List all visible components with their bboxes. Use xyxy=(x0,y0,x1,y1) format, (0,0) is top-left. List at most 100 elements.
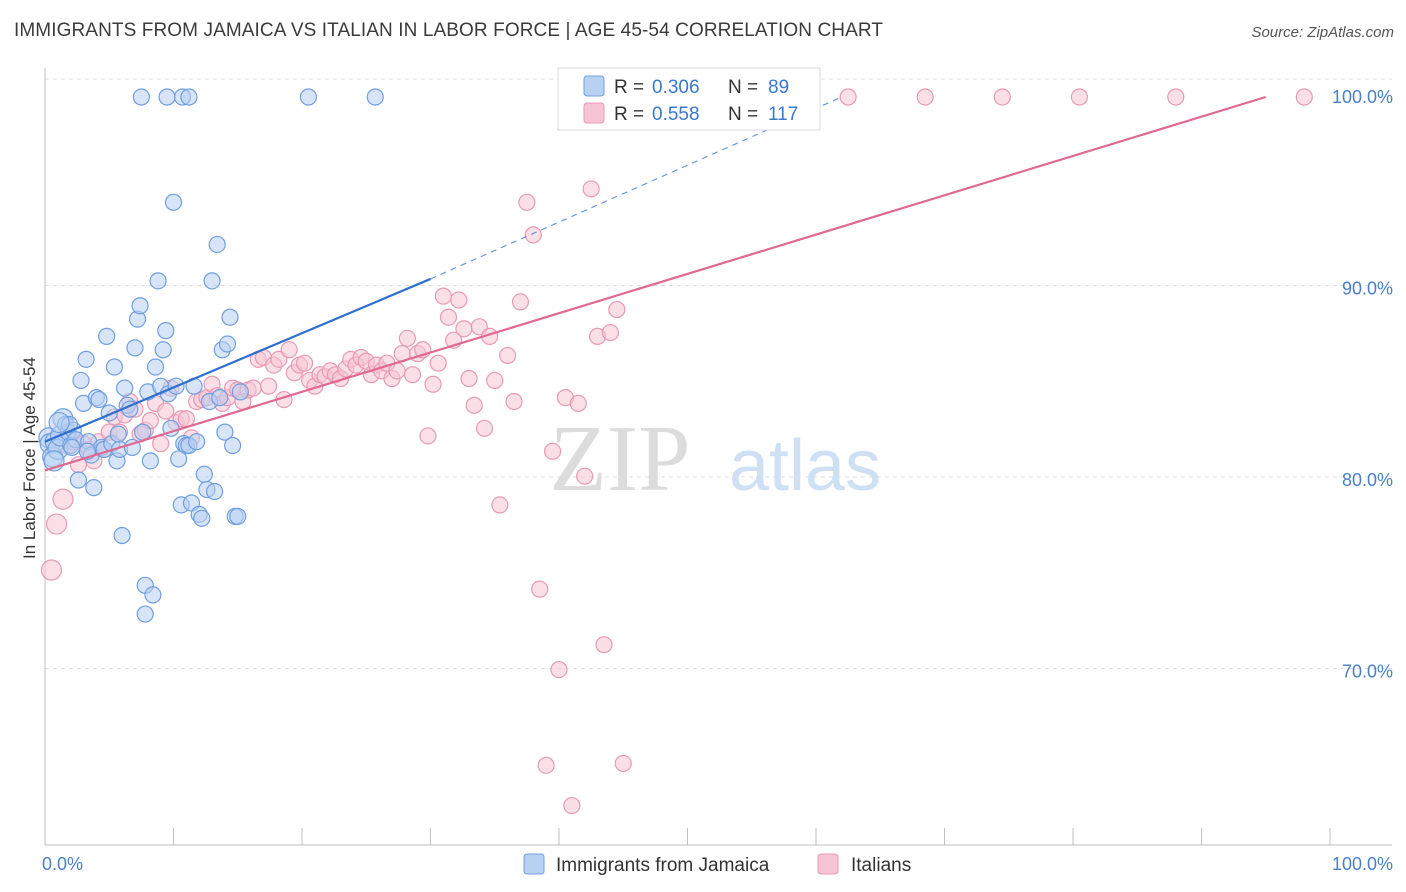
jamaica-point xyxy=(216,423,234,441)
jamaica-point xyxy=(170,450,188,468)
italians-point xyxy=(511,293,530,311)
italians-point xyxy=(916,88,934,106)
legend-r-label-2: R = xyxy=(614,104,644,125)
italians-point xyxy=(429,354,447,372)
jamaica-point xyxy=(188,433,206,451)
jamaica-point xyxy=(221,308,239,326)
watermark-zip: ZIP xyxy=(550,407,691,511)
bottom-legend-blue-swatch xyxy=(523,853,545,875)
y-tick-label: 100.0% xyxy=(1332,87,1393,107)
jamaica-point xyxy=(149,272,167,290)
jamaica-trend-line xyxy=(44,277,431,443)
italians-point xyxy=(157,402,175,420)
italians-point xyxy=(582,180,600,198)
bottom-legend-jamaica: Immigrants from Jamaica xyxy=(556,855,770,876)
jamaica-point xyxy=(206,482,224,501)
italians-point xyxy=(569,394,587,412)
jamaica-point xyxy=(224,436,242,455)
italians-point xyxy=(1295,88,1313,106)
jamaica-point xyxy=(126,339,144,357)
x-tick-label-min: 0.0% xyxy=(42,854,83,874)
italians-point xyxy=(595,636,613,654)
italians-point xyxy=(475,419,494,437)
italians-point xyxy=(550,660,568,679)
italians-point xyxy=(45,513,68,535)
italians-point xyxy=(398,329,416,347)
legend-r-label-1: R = xyxy=(614,77,644,98)
italians-point xyxy=(524,226,542,244)
source-label: Source: ZipAtlas.com xyxy=(1251,24,1394,41)
legend-n-value-1: 89 xyxy=(768,77,789,98)
italians-point xyxy=(1167,88,1185,106)
italians-point xyxy=(491,496,509,514)
jamaica-point xyxy=(69,471,88,489)
legend-n-value-2: 117 xyxy=(768,104,798,125)
italians-point xyxy=(993,88,1011,106)
jamaica-point xyxy=(366,88,384,106)
bottom-legend-italians: Italians xyxy=(851,855,911,876)
italians-point xyxy=(576,467,594,485)
italians-point xyxy=(52,488,74,510)
jamaica-point xyxy=(90,390,108,409)
gridlines xyxy=(45,78,1392,669)
jamaica-point xyxy=(113,526,131,545)
jamaica-point xyxy=(131,297,149,315)
bottom-legend: Immigrants from Jamaica Italians xyxy=(523,853,911,876)
italians-point xyxy=(839,88,857,106)
italians-point xyxy=(608,300,626,319)
jamaica-point xyxy=(144,586,162,604)
jamaica-point xyxy=(208,235,226,254)
jamaica-point xyxy=(157,322,175,340)
jamaica-point xyxy=(195,465,213,483)
italians-point xyxy=(295,354,314,372)
x-tick-label-max: 100.0% xyxy=(1332,854,1393,874)
y-tick-label: 90.0% xyxy=(1342,279,1393,299)
legend-r-value-2: 0.558 xyxy=(652,104,700,125)
italians-point xyxy=(614,754,632,773)
italians-point xyxy=(601,323,620,342)
jamaica-point xyxy=(63,438,81,457)
italians-point xyxy=(419,427,437,445)
legend-r-value-1: 0.306 xyxy=(652,77,700,98)
italians-point xyxy=(259,377,278,395)
jamaica-point xyxy=(109,425,127,443)
jamaica-point xyxy=(299,88,318,106)
tick-labels: 70.0% 80.0% 90.0% 100.0% 0.0% 100.0% xyxy=(42,87,1393,874)
italians-point xyxy=(460,369,478,388)
jamaica-points xyxy=(38,88,384,623)
jamaica-point xyxy=(229,507,247,525)
jamaica-point xyxy=(98,327,116,345)
chart-title: IMMIGRANTS FROM JAMAICA VS ITALIAN IN LA… xyxy=(14,20,884,41)
italians-point xyxy=(486,371,504,390)
jamaica-point xyxy=(158,88,176,106)
italians-point xyxy=(531,580,549,598)
italians-point xyxy=(518,193,536,211)
watermark-atlas: atlas xyxy=(729,426,881,506)
italians-trend-line xyxy=(44,95,1267,472)
italians-point xyxy=(40,559,63,581)
jamaica-point xyxy=(48,411,70,434)
italians-point xyxy=(465,396,483,414)
italians-point xyxy=(1070,88,1089,106)
italians-point xyxy=(177,410,195,428)
italians-point xyxy=(424,375,442,393)
jamaica-point xyxy=(132,88,150,106)
jamaica-point xyxy=(146,358,165,376)
italians-point xyxy=(434,287,452,305)
jamaica-point xyxy=(105,358,123,376)
legend-blue-swatch xyxy=(583,75,605,97)
jamaica-point xyxy=(141,452,159,470)
jamaica-point xyxy=(72,371,90,390)
jamaica-point xyxy=(180,88,198,106)
jamaica-point xyxy=(116,379,134,397)
jamaica-point xyxy=(193,509,211,527)
italians-point xyxy=(280,341,298,359)
axes xyxy=(44,68,1392,846)
italians-point xyxy=(403,366,422,384)
italians-point xyxy=(455,320,473,338)
bottom-legend-pink-swatch xyxy=(817,853,839,875)
legend-n-label-2: N = xyxy=(728,104,758,125)
jamaica-point xyxy=(154,341,172,359)
jamaica-point xyxy=(231,383,249,401)
